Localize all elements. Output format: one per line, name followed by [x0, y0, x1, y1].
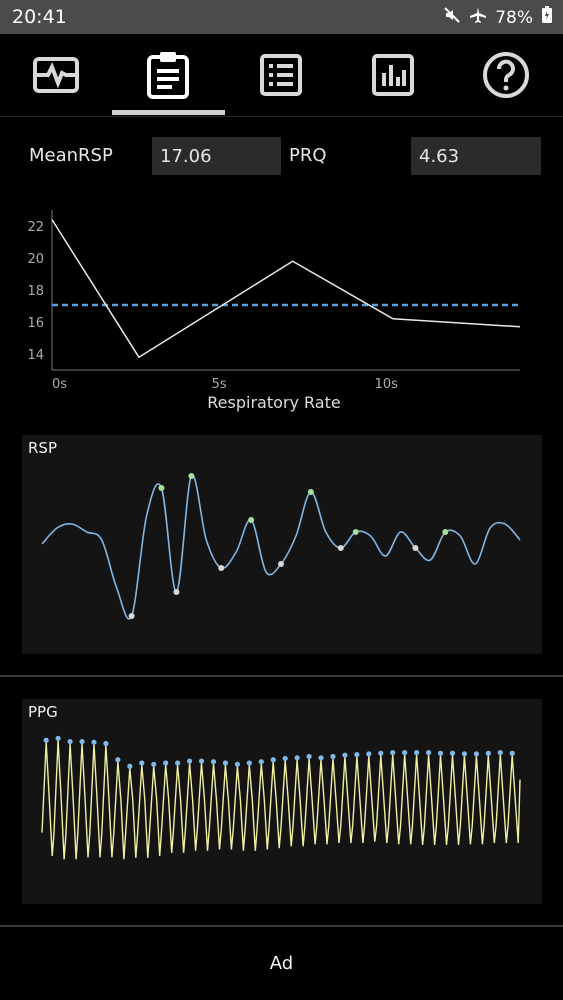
rsp-peak-dot [442, 529, 449, 535]
list-icon [260, 54, 302, 96]
rsp-peak-dot [352, 529, 359, 535]
y-tick-label: 22 [27, 220, 44, 235]
ppg-peak-dot [354, 751, 360, 758]
rsp-trough-dot [412, 545, 419, 551]
ppg-peak-dot [497, 750, 503, 756]
ppg-peak-dot [318, 755, 324, 761]
ppg-peak-dot [43, 737, 49, 743]
ppg-peak-dot [390, 750, 396, 756]
ppg-peak-dot [330, 753, 336, 760]
clipboard-icon [147, 52, 189, 99]
ppg-peak-dot [127, 763, 133, 769]
ppg-peak-dot [449, 750, 456, 756]
rsp-trough-dot [278, 561, 284, 567]
section-divider [0, 675, 563, 677]
rsp-title: RSP [28, 439, 57, 457]
tab-list[interactable] [225, 34, 337, 116]
prq-label: PRQ [289, 145, 327, 166]
rsp-peak-dot [248, 517, 255, 523]
ppg-peak-dot [473, 751, 479, 757]
tab-indicator [112, 110, 225, 115]
rsp-panel: RSP [22, 435, 542, 654]
x-tick-label: 10s [375, 377, 399, 392]
ppg-peak-dot [222, 760, 229, 766]
ppg-peak-dot [139, 760, 145, 766]
ad-label: Ad [269, 952, 294, 974]
airplane-icon [469, 6, 487, 29]
ppg-peak-dot [306, 753, 312, 760]
ppg-line [41, 740, 521, 860]
ppg-peak-dot [151, 761, 157, 767]
waveform-icon [33, 57, 79, 93]
ppg-peak-dot [461, 751, 468, 757]
ppg-title: PPG [28, 703, 58, 721]
ppg-peak-dot [115, 757, 121, 763]
ppg-peak-dot [210, 759, 217, 765]
ad-divider [0, 925, 563, 927]
ppg-peak-dot [366, 751, 372, 757]
ppg-peak-dot [55, 735, 61, 741]
tab-stats[interactable] [337, 34, 449, 116]
mean-rsp-value: 17.06 [152, 137, 281, 175]
prq-value: 4.63 [411, 137, 541, 175]
mean-rsp-label: MeanRSP [29, 145, 113, 166]
ad-banner[interactable]: Ad [0, 926, 563, 1000]
ppg-peak-dot [91, 739, 97, 745]
ppg-peak-dot [234, 761, 240, 767]
help-icon [483, 52, 529, 98]
y-tick-label: 14 [27, 348, 44, 363]
ppg-peak-dot [294, 755, 300, 761]
x-tick-label: 5s [212, 377, 227, 392]
ppg-peak-dot [103, 740, 109, 747]
y-tick-label: 18 [27, 284, 44, 299]
ppg-peak-dot [425, 750, 432, 756]
ppg-peak-dot [437, 750, 444, 756]
ppg-peak-dot [163, 760, 169, 766]
rsp-peak-dot [188, 473, 195, 479]
ppg-peak-dot [414, 750, 420, 756]
tab-signal[interactable] [0, 34, 112, 116]
rsp-trough-dot [218, 565, 225, 571]
ppg-peak-dot [485, 750, 491, 756]
battery-percent: 78% [495, 7, 533, 28]
y-tick-label: 16 [27, 316, 44, 331]
respiratory-rate-chart: 14 16 18 20 22 0s 5s 10s Respiratory Rate [27, 210, 521, 412]
ppg-peak-dot [258, 759, 264, 765]
ppg-peak-dot [246, 760, 252, 766]
battery-icon [541, 6, 553, 29]
tab-bar [0, 34, 563, 116]
ppg-peak-dot [198, 758, 205, 764]
ppg-peak-dot [67, 738, 73, 745]
ppg-peak-dot [282, 755, 288, 762]
rsp-trough-dot [173, 589, 180, 595]
ppg-peak-dot [186, 758, 193, 764]
rsp-peak-dot [307, 489, 314, 495]
x-axis-label: Respiratory Rate [207, 393, 340, 412]
ppg-peak-dot [402, 750, 408, 756]
x-tick-label: 0s [52, 377, 67, 392]
ppg-peak-dot [342, 752, 348, 758]
rsp-peak-dot [158, 485, 165, 491]
bar-chart-icon [372, 54, 414, 96]
series-line [51, 219, 521, 359]
tabs-divider [0, 116, 563, 117]
rsp-line [41, 474, 521, 620]
ppg-peak-dot [270, 757, 276, 763]
ppg-peak-dot [509, 750, 515, 756]
tab-help[interactable] [450, 34, 562, 116]
mute-icon [443, 6, 461, 29]
ppg-panel: PPG [22, 699, 542, 904]
ppg-peak-dot [79, 738, 85, 745]
status-bar: 20:41 78% [0, 0, 563, 34]
y-tick-label: 20 [27, 252, 44, 267]
tab-report[interactable] [112, 34, 224, 116]
ppg-chart [41, 735, 521, 860]
ppg-peak-dot [175, 760, 181, 766]
rsp-trough-dot [337, 545, 344, 551]
status-time: 20:41 [12, 6, 67, 28]
rsp-chart [41, 473, 521, 620]
rsp-trough-dot [128, 613, 135, 619]
ppg-peak-dot [378, 750, 384, 756]
